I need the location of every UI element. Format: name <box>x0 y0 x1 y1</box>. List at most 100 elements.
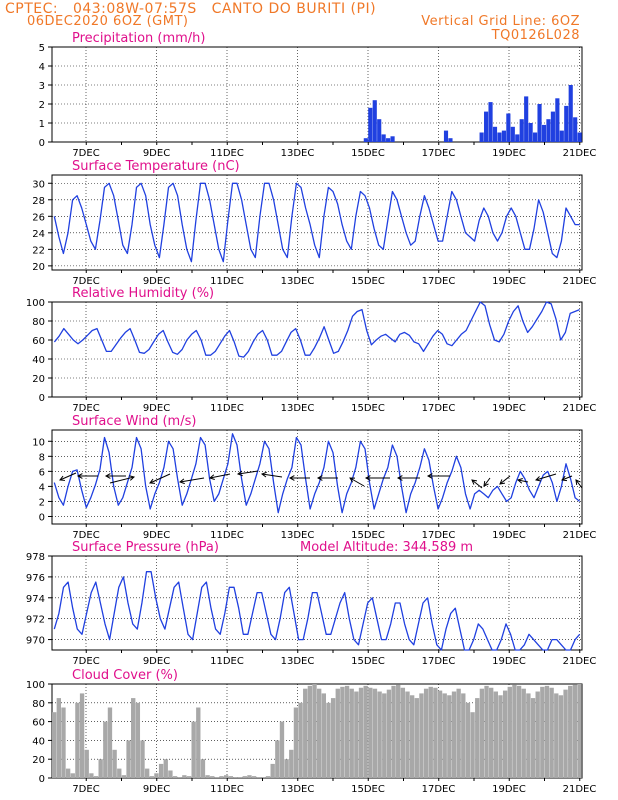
x-tick-label: 11DEC <box>210 148 244 159</box>
wind-arrow-shaft <box>349 477 365 487</box>
cloud-bar <box>75 702 80 778</box>
precip-bar <box>448 138 453 142</box>
wind-arrow-shaft <box>179 477 205 483</box>
cloud-bar <box>544 685 550 778</box>
precip-bar <box>443 130 449 142</box>
cloud-bar <box>251 776 257 778</box>
precip-bar <box>368 107 373 142</box>
series-line <box>53 301 580 358</box>
wind-arrow-head <box>575 479 581 486</box>
cloud-bar <box>382 693 387 778</box>
y-tick-label: 976 <box>26 573 45 584</box>
y-tick-label: 80 <box>32 699 45 710</box>
y-tick-label: 3 <box>39 81 45 92</box>
cloud-bar <box>79 693 85 778</box>
cloud-bar <box>144 768 150 778</box>
wind-arrow-head <box>76 473 83 479</box>
cloud-bar <box>354 691 359 778</box>
precip-bar <box>537 104 542 142</box>
x-tick-label: 15DEC <box>351 276 385 287</box>
precip-bar <box>492 126 498 142</box>
y-tick-label: 4 <box>39 482 45 493</box>
y-tick-label: 20 <box>32 374 45 385</box>
cloud-bar <box>386 689 392 778</box>
precip-bar <box>479 132 484 142</box>
x-tick-label: 9DEC <box>143 148 170 159</box>
wind-arrow-shaft <box>561 475 573 481</box>
cloud-bar <box>140 740 145 778</box>
cloud-bar <box>358 687 364 778</box>
cloud-bar <box>321 693 326 778</box>
wind-arrow-shaft <box>483 477 491 487</box>
cloud-bar <box>447 695 452 778</box>
wind-arrow-head <box>178 478 185 485</box>
x-tick-label: 9DEC <box>143 530 170 541</box>
wind-arrow-shaft <box>499 475 511 485</box>
cloud-bar <box>307 685 313 778</box>
cloud-bar <box>433 687 438 778</box>
cloud-bar <box>200 759 206 778</box>
cloud-bar <box>270 763 275 778</box>
series-line <box>53 433 581 514</box>
cloud-bar <box>479 688 485 778</box>
x-tick-label: 15DEC <box>351 148 385 159</box>
cloud-bar <box>303 688 308 778</box>
cloud-bar <box>507 686 512 778</box>
wind-arrow-shaft <box>149 473 171 484</box>
series-line <box>53 182 580 263</box>
cloud-bar <box>84 749 89 778</box>
x-tick-label: 9DEC <box>143 403 170 414</box>
x-tick-label: 15DEC <box>351 530 385 541</box>
cloud-bar <box>103 721 108 778</box>
cloud-bar <box>219 776 224 778</box>
cloud-bar <box>563 689 568 778</box>
x-tick-label: 17DEC <box>422 656 456 667</box>
cloud-bar <box>526 693 531 778</box>
cloud-bar <box>149 776 154 778</box>
precip-bar <box>386 138 391 142</box>
cloud-bar <box>558 695 564 778</box>
cloud-bar <box>465 702 471 778</box>
cloud-bar <box>135 702 141 778</box>
precip-bar <box>528 123 533 142</box>
x-tick-label: 11DEC <box>210 656 244 667</box>
cloud-bar <box>158 763 164 778</box>
cloud-bar <box>191 721 196 778</box>
cloud-bar <box>242 776 247 778</box>
cloud-bar <box>224 775 229 778</box>
cloud-bar <box>498 695 503 778</box>
cloud-bar <box>470 712 475 778</box>
cloud-bar <box>335 688 340 778</box>
wind-arrow-head <box>236 470 243 477</box>
cloud-bar <box>344 685 350 778</box>
cloud-bar <box>261 777 266 778</box>
y-tick-label: 26 <box>32 212 45 223</box>
precip-bar <box>546 119 551 142</box>
panel-title: Surface Wind (m/s) <box>72 414 196 429</box>
header-model-id: TQ0126L028 <box>491 28 580 43</box>
cloud-bar <box>256 777 261 778</box>
wind-arrow-head <box>396 475 403 481</box>
header-run-date: 06DEC2020 6OZ (GMT) <box>27 14 189 29</box>
wind-arrow-shaft <box>109 476 135 484</box>
y-tick-label: 60 <box>32 718 45 729</box>
cloud-bar <box>121 775 127 778</box>
wind-arrow-head <box>426 473 433 479</box>
precip-bar <box>488 102 493 142</box>
x-tick-label: 21DEC <box>563 403 597 414</box>
cloud-bar <box>65 768 71 778</box>
x-tick-label: 17DEC <box>422 530 456 541</box>
x-tick-label: 17DEC <box>422 784 456 795</box>
x-tick-label: 21DEC <box>563 530 597 541</box>
cloud-bar <box>400 687 406 778</box>
cloud-bar <box>228 776 234 778</box>
wind-arrow-shaft <box>59 472 77 481</box>
precip-bar <box>564 105 569 142</box>
cloud-bar <box>540 686 545 778</box>
y-tick-label: 1 <box>39 119 45 130</box>
y-tick-label: 28 <box>32 196 45 207</box>
y-tick-label: 22 <box>32 245 45 256</box>
x-tick-label: 15DEC <box>351 403 385 414</box>
wind-arrow-shaft <box>209 473 231 479</box>
precip-bar <box>568 85 573 142</box>
